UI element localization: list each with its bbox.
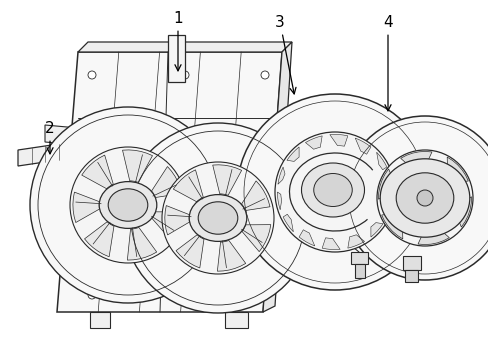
Polygon shape <box>387 174 392 192</box>
Polygon shape <box>354 138 370 154</box>
Circle shape <box>123 123 312 313</box>
Polygon shape <box>122 150 152 182</box>
Ellipse shape <box>189 195 246 242</box>
Polygon shape <box>151 167 182 198</box>
Polygon shape <box>354 264 364 278</box>
Polygon shape <box>384 200 391 217</box>
Polygon shape <box>370 222 382 237</box>
Polygon shape <box>152 212 183 240</box>
Polygon shape <box>381 213 402 239</box>
Polygon shape <box>127 228 156 260</box>
Polygon shape <box>402 256 420 270</box>
Ellipse shape <box>301 163 364 217</box>
Polygon shape <box>164 206 189 235</box>
Circle shape <box>248 291 257 299</box>
Circle shape <box>261 71 268 79</box>
Polygon shape <box>81 155 113 189</box>
Polygon shape <box>72 135 84 160</box>
Polygon shape <box>299 230 314 246</box>
Polygon shape <box>329 134 347 146</box>
Text: 1: 1 <box>173 10 183 71</box>
Text: 4: 4 <box>383 14 392 111</box>
Polygon shape <box>241 181 269 211</box>
Ellipse shape <box>380 159 469 237</box>
Polygon shape <box>404 270 417 282</box>
Text: 2: 2 <box>45 121 55 154</box>
Polygon shape <box>176 235 203 268</box>
Circle shape <box>274 132 394 252</box>
Polygon shape <box>84 222 114 257</box>
Polygon shape <box>376 152 386 170</box>
Polygon shape <box>283 214 293 232</box>
Circle shape <box>162 162 273 274</box>
Polygon shape <box>57 52 282 312</box>
Ellipse shape <box>108 189 147 221</box>
Polygon shape <box>45 195 78 215</box>
Polygon shape <box>277 192 281 210</box>
Polygon shape <box>18 142 72 166</box>
Polygon shape <box>277 167 285 184</box>
Polygon shape <box>73 192 100 222</box>
Polygon shape <box>173 170 203 202</box>
Polygon shape <box>305 136 322 149</box>
Text: 3: 3 <box>275 14 295 94</box>
Ellipse shape <box>395 173 453 223</box>
Polygon shape <box>417 227 448 244</box>
Circle shape <box>416 190 432 206</box>
Circle shape <box>342 116 488 280</box>
Circle shape <box>88 71 96 79</box>
Circle shape <box>30 107 225 303</box>
Circle shape <box>237 94 432 290</box>
Circle shape <box>181 291 189 299</box>
Polygon shape <box>217 240 245 271</box>
Polygon shape <box>168 35 184 82</box>
Polygon shape <box>212 165 241 195</box>
Polygon shape <box>242 225 270 252</box>
Circle shape <box>70 147 185 263</box>
Polygon shape <box>90 312 110 328</box>
Polygon shape <box>45 125 78 145</box>
Ellipse shape <box>313 174 351 207</box>
Polygon shape <box>224 312 247 328</box>
Polygon shape <box>322 238 340 249</box>
Polygon shape <box>454 197 470 227</box>
Polygon shape <box>78 42 291 52</box>
Ellipse shape <box>198 202 237 234</box>
Ellipse shape <box>99 181 157 228</box>
Polygon shape <box>378 169 394 199</box>
Polygon shape <box>263 42 291 312</box>
Circle shape <box>88 291 96 299</box>
Polygon shape <box>350 252 367 264</box>
Polygon shape <box>286 147 299 161</box>
Circle shape <box>376 150 472 246</box>
Circle shape <box>181 71 189 79</box>
Polygon shape <box>400 152 431 169</box>
Polygon shape <box>347 235 364 248</box>
Polygon shape <box>447 157 468 183</box>
